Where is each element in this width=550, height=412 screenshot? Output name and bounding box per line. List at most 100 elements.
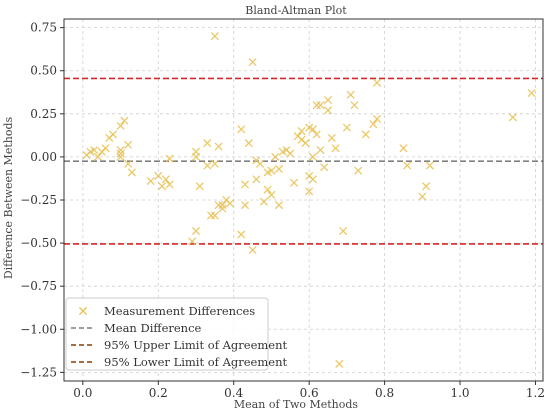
data-point [263,185,272,194]
data-point [244,139,253,148]
data-point [342,123,351,132]
data-point [372,78,382,87]
data-point [323,95,333,105]
data-point [346,90,355,99]
data-point [274,201,284,210]
x-axis-ticks: 0.0 0.2 0.4 0.6 0.8 1.0 1.2 [73,381,545,400]
data-point [225,199,235,208]
data-point [274,164,284,174]
data-point [527,89,536,98]
data-point [248,58,257,67]
data-point [350,101,359,110]
data-points [82,32,536,368]
data-point [259,197,268,206]
data-point [165,154,174,163]
x-tick-label: 1.2 [526,386,545,400]
data-point [127,168,136,177]
legend-label: Mean Difference [104,321,202,335]
x-tick-label: 1.0 [450,386,469,400]
data-point [124,159,133,168]
legend-marker [78,306,88,316]
x-tick-label: 0.6 [300,386,319,400]
legend-box [65,297,269,371]
data-point [237,125,246,134]
data-point [422,182,431,191]
data-point [320,163,329,172]
legend-label: 95% Lower Limit of Agreement [104,355,287,369]
data-point [207,211,216,220]
data-point [252,175,261,184]
data-point [312,130,321,139]
data-point [418,192,427,201]
y-tick-label: 0.25 [30,107,57,121]
data-point [165,180,174,189]
data-point [101,144,110,153]
data-point [237,230,246,239]
data-point [331,144,340,153]
data-point [372,114,382,124]
data-point [218,201,227,210]
x-tick-label: 0.8 [375,386,394,400]
reference-lines [64,77,543,245]
data-point [90,145,99,155]
legend-label: Measurement Differences [104,304,255,318]
data-point [403,161,412,170]
legend: Measurement Differences Mean Difference 95… [65,297,287,371]
data-point [195,182,204,191]
x-tick-label: 0.4 [224,386,243,400]
y-tick-label: −1.25 [20,365,57,379]
data-point [203,161,212,170]
data-point [267,190,276,199]
data-point [323,106,333,115]
data-point [158,182,167,191]
y-tick-label: −0.25 [20,193,57,207]
data-point [116,152,125,161]
y-axis-ticks: 0.75 0.50 0.25 0.00 −0.25 −0.50 −0.75 −1.00 −1.2… [20,21,64,379]
data-point [425,161,434,170]
data-point [305,187,314,196]
legend-label: 95% Upper Limit of Agreement [104,338,287,352]
data-point [240,201,250,210]
data-point [248,245,257,255]
y-tick-label: 0.00 [30,150,57,164]
data-point [116,121,125,130]
data-point [214,142,223,151]
data-point [354,166,363,175]
y-tick-label: 0.50 [30,64,57,78]
data-point [361,130,370,139]
y-tick-label: −1.00 [20,322,57,336]
data-point [308,125,317,134]
data-point [240,180,250,189]
data-point [161,175,170,184]
y-tick-label: 0.75 [30,21,57,35]
data-point [210,159,219,168]
x-tick-label: 0.2 [149,386,168,400]
data-point [120,116,129,125]
x-tick-label: 0.0 [73,386,92,400]
chart-title: Bland-Altman Plot [245,4,347,17]
data-point [203,139,212,148]
data-point [210,32,219,41]
data-point [116,145,125,155]
data-point [312,101,321,110]
data-point [316,145,325,155]
data-point [290,178,299,187]
data-point [154,171,163,180]
data-point [286,149,295,158]
data-point [146,176,155,186]
data-point [93,152,103,161]
data-point [339,226,348,236]
x-axis-label: Mean of Two Methods [234,398,359,411]
data-point [308,152,317,161]
data-point [256,159,265,168]
data-point [399,144,408,153]
data-point [191,152,201,161]
data-point [369,120,378,129]
data-point [316,101,325,110]
y-axis-label: Difference Between Methods [2,117,15,280]
data-point [508,113,517,122]
data-point [218,204,227,213]
data-point [308,175,317,184]
data-point [191,226,201,236]
